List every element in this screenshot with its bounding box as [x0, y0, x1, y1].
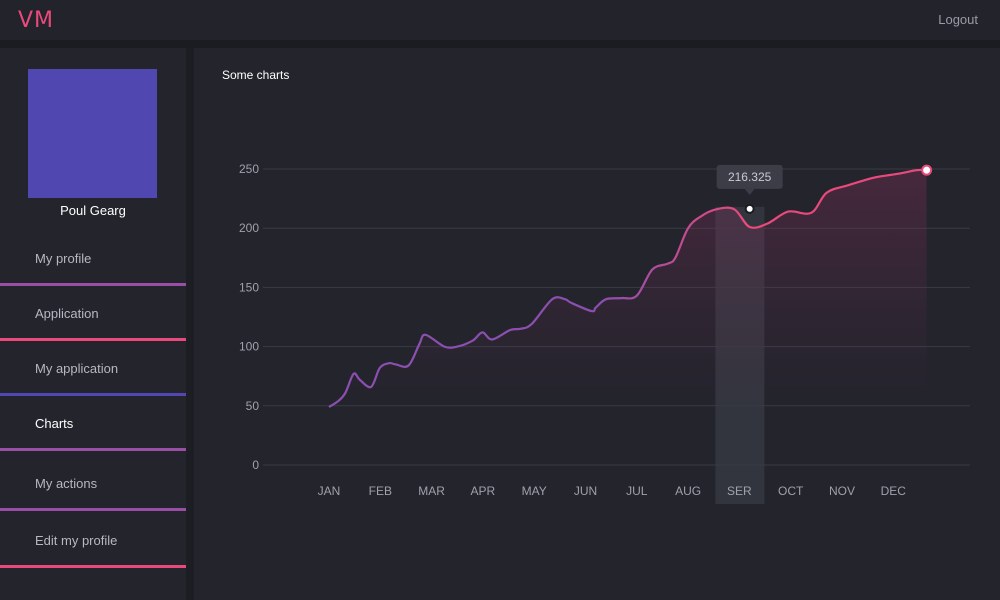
- page-title: Some charts: [222, 68, 290, 82]
- tooltip-value: 216.325: [728, 170, 772, 184]
- x-tick-label: JUN: [574, 484, 597, 498]
- tooltip-arrow: [744, 188, 755, 195]
- sidebar-item-edit-my-profile[interactable]: Edit my profile: [0, 523, 186, 568]
- sidebar-item-label: Application: [35, 306, 99, 321]
- app-logo[interactable]: VM: [18, 8, 55, 33]
- area-chart: 0 50 100 150 200 250 JAN FEB MAR APR MAY JUN JUL AUG S…: [239, 162, 970, 504]
- area-fill: [329, 169, 927, 407]
- x-tick-label: FEB: [369, 484, 392, 498]
- sidebar-item-charts[interactable]: Charts: [0, 406, 186, 451]
- x-tick-label: MAR: [418, 484, 445, 498]
- x-tick-label: AUG: [675, 484, 701, 498]
- x-tick-label: JUL: [626, 484, 648, 498]
- sidebar: Poul Gearg My profile Application My appli…: [0, 48, 186, 600]
- y-tick-label: 200: [239, 221, 259, 235]
- y-tick-label: 0: [252, 458, 259, 472]
- sidebar-item-label: My profile: [35, 251, 92, 266]
- sidebar-item-my-application[interactable]: My application: [0, 351, 186, 396]
- x-tick-label: DEC: [881, 484, 907, 498]
- top-bar: VM Logout: [0, 0, 1000, 40]
- avatar: [28, 69, 157, 198]
- highlight-point: [744, 203, 755, 214]
- sidebar-item-my-profile[interactable]: My profile: [0, 241, 186, 286]
- sidebar-item-underline: [0, 393, 186, 396]
- series-line: [328, 168, 927, 408]
- sidebar-divider: [186, 48, 194, 600]
- sidebar-item-underline: [0, 448, 186, 451]
- sidebar-item-underline: [0, 338, 186, 341]
- sidebar-item-underline: [0, 283, 186, 286]
- x-tick-label: OCT: [778, 484, 804, 498]
- x-tick-label: JAN: [318, 484, 341, 498]
- x-tick-label: MAY: [522, 484, 547, 498]
- x-tick-label: SER: [727, 484, 752, 498]
- y-tick-label: 250: [239, 162, 259, 176]
- x-tick-label: APR: [471, 484, 496, 498]
- user-name: Poul Gearg: [60, 203, 126, 218]
- logout-link[interactable]: Logout: [938, 12, 978, 27]
- y-tick-label: 50: [246, 399, 260, 413]
- y-tick-label: 100: [239, 340, 259, 354]
- sidebar-item-underline: [0, 565, 186, 568]
- sidebar-item-label: Charts: [35, 416, 74, 431]
- sidebar-item-application[interactable]: Application: [0, 296, 186, 341]
- sidebar-item-label: My actions: [35, 476, 98, 491]
- sidebar-item-my-actions[interactable]: My actions: [0, 466, 186, 511]
- end-point: [921, 164, 933, 176]
- tooltip-box: [716, 164, 783, 189]
- main-panel: Some charts 0 50 100 150 200 250 JAN FEB MAR APR M…: [194, 48, 1000, 600]
- sidebar-item-underline: [0, 508, 186, 511]
- sidebar-item-label: Edit my profile: [35, 533, 118, 548]
- sidebar-item-label: My application: [35, 361, 119, 376]
- x-tick-label: NOV: [829, 484, 855, 498]
- y-tick-label: 150: [239, 280, 259, 294]
